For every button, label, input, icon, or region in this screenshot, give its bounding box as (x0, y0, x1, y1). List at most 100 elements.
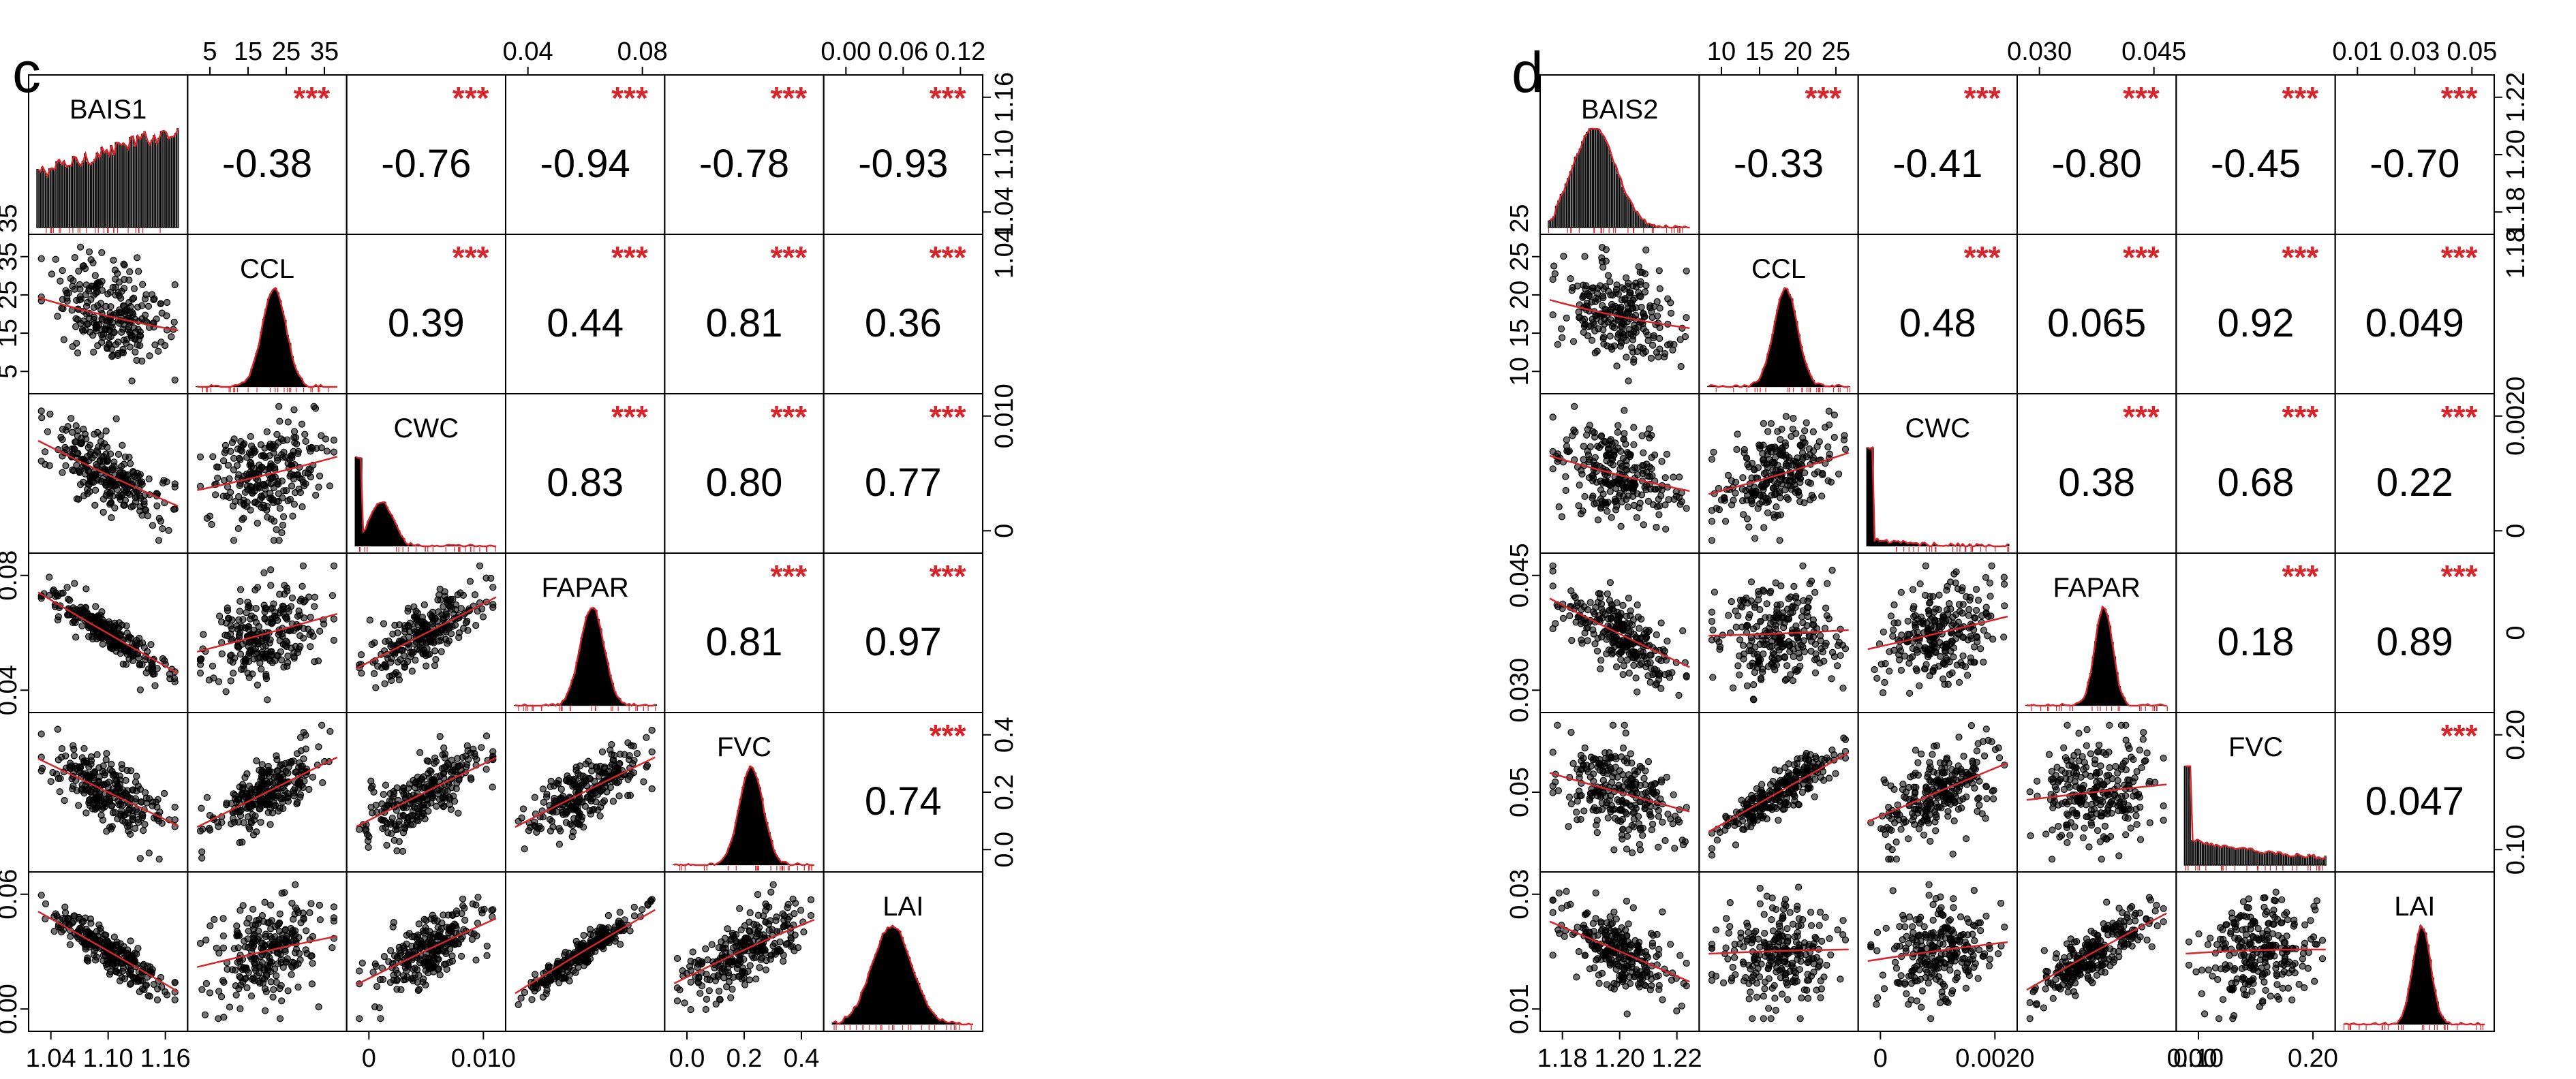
histogram-bar (1633, 210, 1636, 228)
scatter-point (1606, 332, 1614, 340)
scatter-point (431, 647, 439, 655)
scatter-point (87, 915, 94, 923)
scatter-point (288, 482, 296, 490)
scatter-point (62, 462, 70, 469)
scatter-point (393, 784, 401, 792)
scatter-point (256, 786, 264, 794)
scatter-point (330, 636, 338, 644)
scatter-point (393, 847, 401, 855)
scatter-point (264, 762, 272, 770)
scatter-point (48, 270, 56, 278)
scatter-point (393, 986, 401, 993)
scatter-point (140, 827, 147, 834)
scatter-point (89, 635, 97, 643)
scatter-point (277, 609, 284, 616)
histogram-bar (1790, 298, 1794, 388)
histogram-bar (601, 641, 605, 706)
scatter-point (233, 462, 241, 469)
scatter-point (420, 929, 428, 937)
scatter-point (489, 783, 496, 791)
scatter-point (134, 254, 141, 262)
scatter-point (87, 753, 95, 761)
scatter-point (159, 525, 166, 533)
scatter-point (1641, 288, 1649, 296)
histogram-bar (913, 971, 916, 1025)
scatter-point (1591, 321, 1598, 328)
scatter-point (586, 926, 594, 933)
histogram-bar (884, 932, 887, 1025)
scatter-point (105, 475, 112, 484)
scatter-point (262, 605, 270, 612)
scatter-point (42, 900, 50, 908)
scatter-point (256, 766, 263, 775)
histogram-bar (1785, 288, 1789, 388)
scatter-point (125, 634, 132, 641)
scatter-point (146, 352, 153, 360)
correlation-value: 0.44 (547, 301, 624, 345)
scatter-point (467, 774, 475, 782)
scatter-point (223, 801, 230, 809)
significance-stars: *** (930, 80, 966, 116)
histogram-bar (585, 616, 588, 706)
histogram-bar (1612, 161, 1614, 228)
scatter-point (267, 480, 275, 488)
scatter-point (369, 809, 376, 817)
histogram-bar (1783, 287, 1787, 388)
scatter-point (447, 630, 455, 638)
scatter-point (453, 907, 461, 915)
scatter-point (226, 494, 233, 501)
scatter-point (103, 634, 110, 642)
scatter-point (84, 954, 91, 962)
scatter-point (280, 487, 288, 495)
scatter-point (133, 356, 140, 364)
scatter-point (102, 960, 110, 969)
histogram-bar (57, 159, 61, 228)
scatter-point (115, 624, 123, 631)
scatter-point (76, 924, 84, 932)
histogram-bar (583, 627, 586, 706)
scatter-point (161, 657, 168, 665)
scatter-point (249, 645, 257, 653)
scatter-point (112, 415, 120, 422)
significance-stars: *** (611, 399, 648, 435)
histogram-bar (908, 957, 911, 1025)
cell-0-0: BAIS1 (28, 74, 189, 235)
scatter-point (49, 587, 57, 595)
histogram-bar (1597, 129, 1600, 228)
histogram-bar (74, 157, 77, 228)
scatter-point (405, 784, 412, 792)
scatter-point (251, 937, 259, 945)
significance-stars: *** (770, 559, 807, 594)
histogram-bar (905, 950, 908, 1025)
scatter-point (457, 935, 465, 943)
scatter-point (215, 463, 222, 471)
scatter-point (639, 906, 646, 913)
scatter-point (1602, 257, 1610, 265)
scatter-point (577, 816, 585, 824)
scatter-point (108, 825, 115, 833)
scatter-point (415, 939, 423, 946)
histogram-bar (378, 503, 382, 547)
histogram-bar (36, 169, 39, 228)
histogram-bar (174, 133, 177, 228)
histogram-bar (369, 516, 372, 547)
scatter-point (82, 291, 90, 298)
scatter-point (46, 410, 54, 418)
scatter-point (138, 661, 146, 668)
scatter-point (616, 909, 624, 916)
scatter-point (776, 938, 784, 945)
scatter-point (1625, 377, 1632, 385)
scatter-point (396, 947, 403, 954)
scatter-point (245, 943, 252, 952)
scatter-point (302, 745, 309, 753)
scatter-point (1661, 353, 1668, 361)
scatter-point (58, 745, 66, 753)
scatter-point (390, 790, 398, 798)
histogram-bar (95, 152, 98, 228)
scatter-point (121, 975, 129, 982)
scatter-point (249, 905, 257, 913)
scatter-point (376, 975, 384, 984)
scatter-point (82, 757, 90, 765)
scatter-point (218, 650, 226, 658)
scatter-point (432, 655, 440, 663)
